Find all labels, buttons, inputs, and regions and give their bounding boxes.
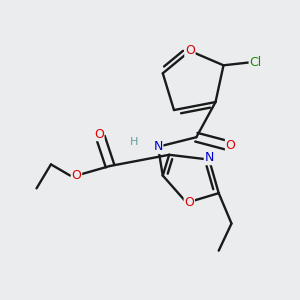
Text: O: O — [94, 128, 104, 140]
Text: Cl: Cl — [249, 56, 262, 69]
Text: O: O — [185, 44, 195, 57]
Text: O: O — [184, 196, 194, 209]
Text: O: O — [72, 169, 81, 182]
Text: H: H — [130, 137, 138, 147]
Text: N: N — [204, 152, 214, 164]
Text: N: N — [153, 140, 163, 153]
Text: O: O — [226, 139, 236, 152]
